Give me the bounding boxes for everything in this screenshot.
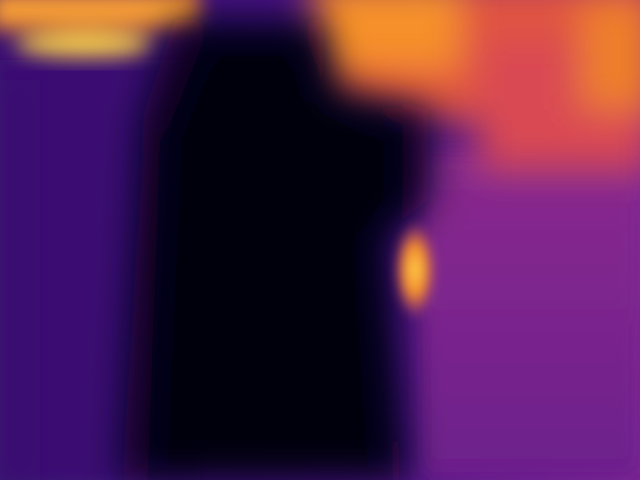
side-bright-spot bbox=[393, 220, 437, 320]
right-wall bbox=[420, 150, 640, 480]
upper-left-bright-area bbox=[0, 0, 200, 57]
upper-right-bright-area bbox=[310, 0, 640, 170]
left-vignette bbox=[0, 80, 40, 480]
foreground-figure bbox=[120, 20, 430, 480]
